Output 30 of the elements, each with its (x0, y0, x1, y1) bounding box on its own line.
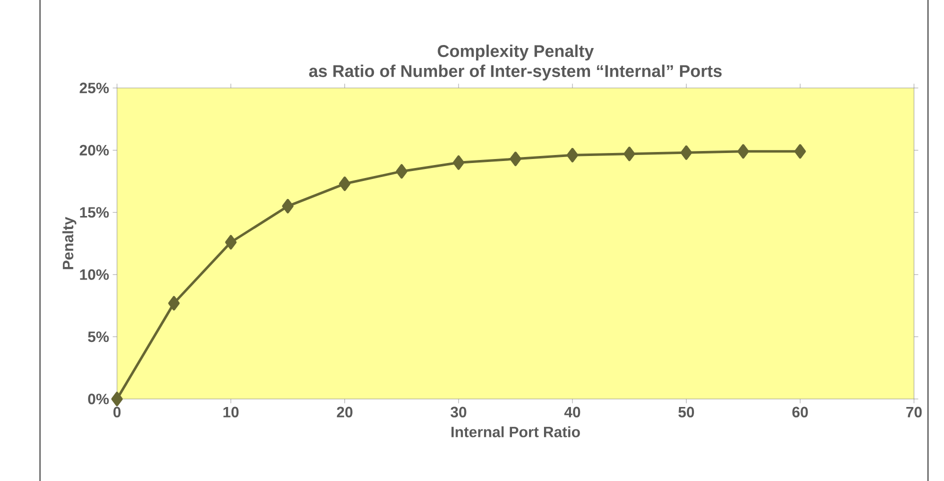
point (566, 148, 578, 162)
y-tick-label: 15% (80, 207, 109, 218)
point (794, 144, 806, 159)
point (680, 145, 692, 160)
point (111, 392, 123, 406)
x-tick-label: 50 (678, 406, 694, 418)
point (396, 164, 408, 179)
y-tick-label: 25% (80, 82, 109, 94)
x-tick-label: 0 (113, 406, 121, 418)
point (452, 155, 464, 170)
point (624, 146, 636, 162)
x-tick-label: 70 (906, 406, 922, 418)
point (225, 234, 237, 250)
point (737, 144, 749, 159)
chart-title: Complexity Penalty as Ratio of Number of Inter-system “Internal” Ports (309, 44, 722, 80)
point (168, 296, 180, 310)
y-tick-label: 5% (88, 332, 109, 342)
x-tick-label: 20 (336, 406, 352, 418)
y-tick-label: 20% (80, 144, 109, 156)
x-axis-title: Internal Port Ratio (452, 426, 580, 438)
x-tick-label: 30 (450, 406, 466, 418)
point (338, 176, 350, 192)
y-tick-label: 0% (88, 394, 109, 404)
y-axis-title: Penalty (62, 216, 76, 270)
point (282, 198, 294, 214)
point (510, 152, 522, 166)
x-tick-label: 10 (223, 406, 239, 418)
y-tick-label: 10% (80, 269, 109, 280)
x-tick-label: 40 (564, 406, 580, 418)
x-tick-label: 60 (792, 406, 808, 418)
